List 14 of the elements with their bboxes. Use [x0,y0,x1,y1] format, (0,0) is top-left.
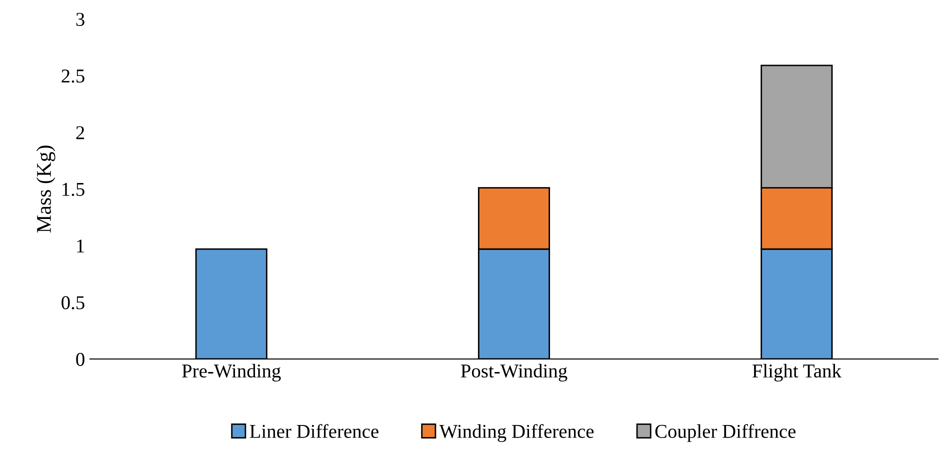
x-tick-label: Post-Winding [460,364,568,382]
y-tick-label: 2.5 [62,70,84,83]
y-tick-label: 2 [76,126,84,140]
y-tick-label: 3 [76,12,84,26]
y-tick-label: 0 [76,352,84,366]
x-tick-label: Flight Tank [752,364,842,382]
y-axis-title: Mass (Kg) [36,146,56,233]
legend-label: Liner Difference [250,424,378,438]
y-tick-label: 1 [77,240,84,252]
legend-label: Coupler Diffrence [655,424,796,442]
x-tick-label: Pre-Winding [182,364,281,382]
y-tick-label: 0.5 [62,296,84,310]
legend-label: Winding Difference [439,424,594,442]
y-tick-label: 1.5 [62,182,84,196]
